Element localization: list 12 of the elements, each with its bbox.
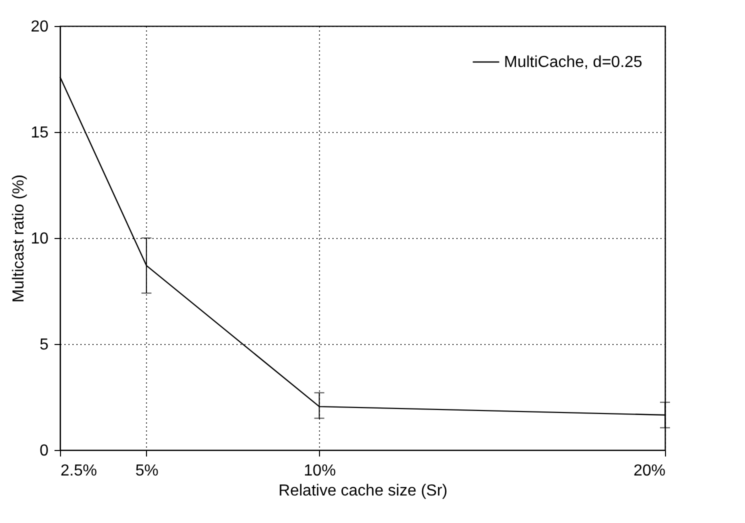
x-tick-label: 20% bbox=[633, 462, 666, 480]
y-tick-label: 5 bbox=[40, 336, 49, 354]
y-tick-label: 15 bbox=[30, 124, 49, 142]
x-axis-title: Relative cache size (Sr) bbox=[278, 482, 448, 500]
legend-label: MultiCache, d=0.25 bbox=[504, 54, 642, 71]
y-axis-title: Multicast ratio (%) bbox=[10, 174, 28, 303]
x-tick-label: 5% bbox=[135, 462, 158, 480]
y-tick-label: 10 bbox=[30, 230, 49, 248]
x-tick-label: 10% bbox=[304, 462, 336, 480]
y-tick-label: 20 bbox=[30, 18, 49, 36]
x-tick-label: 2.5% bbox=[60, 462, 97, 480]
y-tick-label: 0 bbox=[40, 442, 49, 460]
